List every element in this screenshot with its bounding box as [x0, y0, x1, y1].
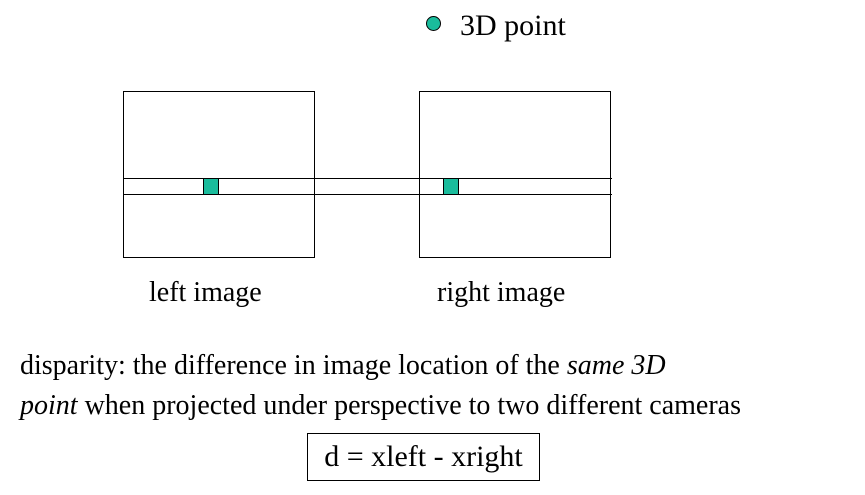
definition-emphasis-1: same 3D: [566, 350, 666, 381]
right-image-frame: [419, 91, 611, 258]
left-image-frame: [123, 91, 315, 258]
right-image-caption: right image: [437, 277, 566, 308]
definition-emphasis-2: point: [20, 390, 78, 421]
disparity-formula: d = xleft - xright: [307, 433, 540, 481]
disparity-definition: disparity: the difference in image locat…: [20, 346, 860, 426]
definition-text-2: when projected under perspective to two …: [77, 390, 741, 421]
point-label: 3D point: [460, 9, 566, 42]
right-image-pixel: [443, 178, 459, 195]
definition-text-1: disparity: the difference in image locat…: [20, 350, 567, 381]
epipolar-scanline: [123, 178, 612, 195]
left-image-pixel: [203, 178, 219, 195]
left-image-caption: left image: [149, 277, 262, 308]
point-marker: [426, 16, 441, 31]
